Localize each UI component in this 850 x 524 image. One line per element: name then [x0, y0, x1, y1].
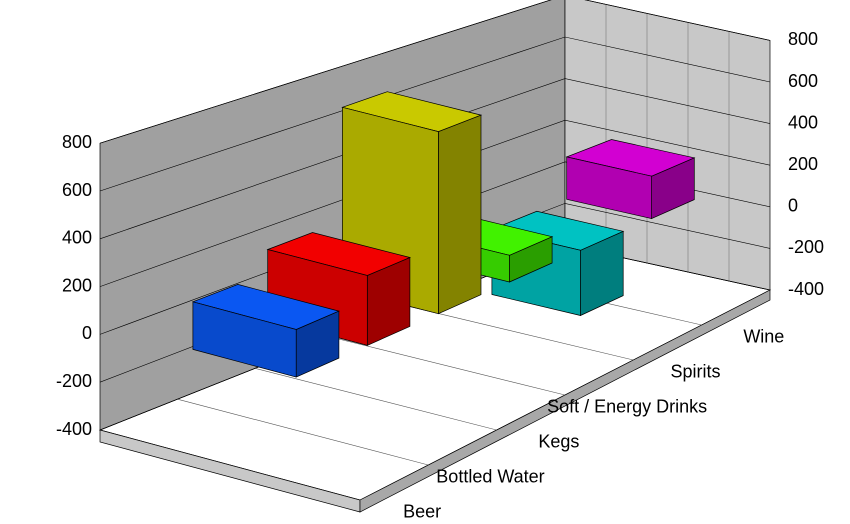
grid-line — [99, 161, 771, 335]
grid-line — [99, 78, 771, 240]
bar-front — [566, 156, 652, 220]
x-tick-label: Soft / Energy Drinks — [547, 396, 707, 416]
floor-divider — [177, 398, 429, 466]
grid-line — [99, 119, 771, 287]
y2-tick-label: 800 — [788, 29, 818, 49]
x-tick-label: Bottled Water — [436, 466, 544, 486]
grid-line — [99, 0, 771, 144]
x-tick-label: Spirits — [670, 361, 720, 381]
y2-tick-label: -400 — [788, 279, 824, 299]
y-tick-label: -200 — [56, 371, 92, 391]
y-tick-label: -400 — [56, 419, 92, 439]
y2-tick-label: 400 — [788, 112, 818, 132]
y-tick-label: 400 — [62, 228, 92, 248]
y2-tick-label: 200 — [788, 154, 818, 174]
y-tick-label: 800 — [62, 132, 92, 152]
bar-front — [192, 301, 297, 378]
y2-tick-label: 600 — [788, 71, 818, 91]
y-tick-label: 0 — [82, 323, 92, 343]
y2-tick-label: -200 — [788, 237, 824, 257]
bar-side — [438, 114, 482, 315]
x-tick-label: Beer — [403, 501, 441, 521]
y-tick-label: 600 — [62, 180, 92, 200]
bar — [191, 284, 340, 378]
bar — [565, 139, 696, 220]
y-tick-label: 200 — [62, 275, 92, 295]
floor-divider — [254, 368, 497, 431]
x-tick-label: Wine — [743, 326, 784, 346]
floor-divider — [332, 337, 566, 396]
x-tick-label: Kegs — [538, 431, 579, 451]
grid-line — [99, 36, 771, 192]
floor-divider — [409, 306, 634, 361]
y2-tick-label: 0 — [788, 196, 798, 216]
